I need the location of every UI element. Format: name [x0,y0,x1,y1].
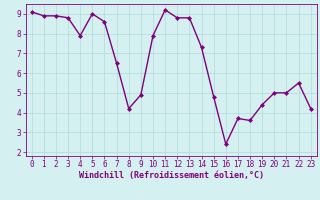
X-axis label: Windchill (Refroidissement éolien,°C): Windchill (Refroidissement éolien,°C) [79,171,264,180]
